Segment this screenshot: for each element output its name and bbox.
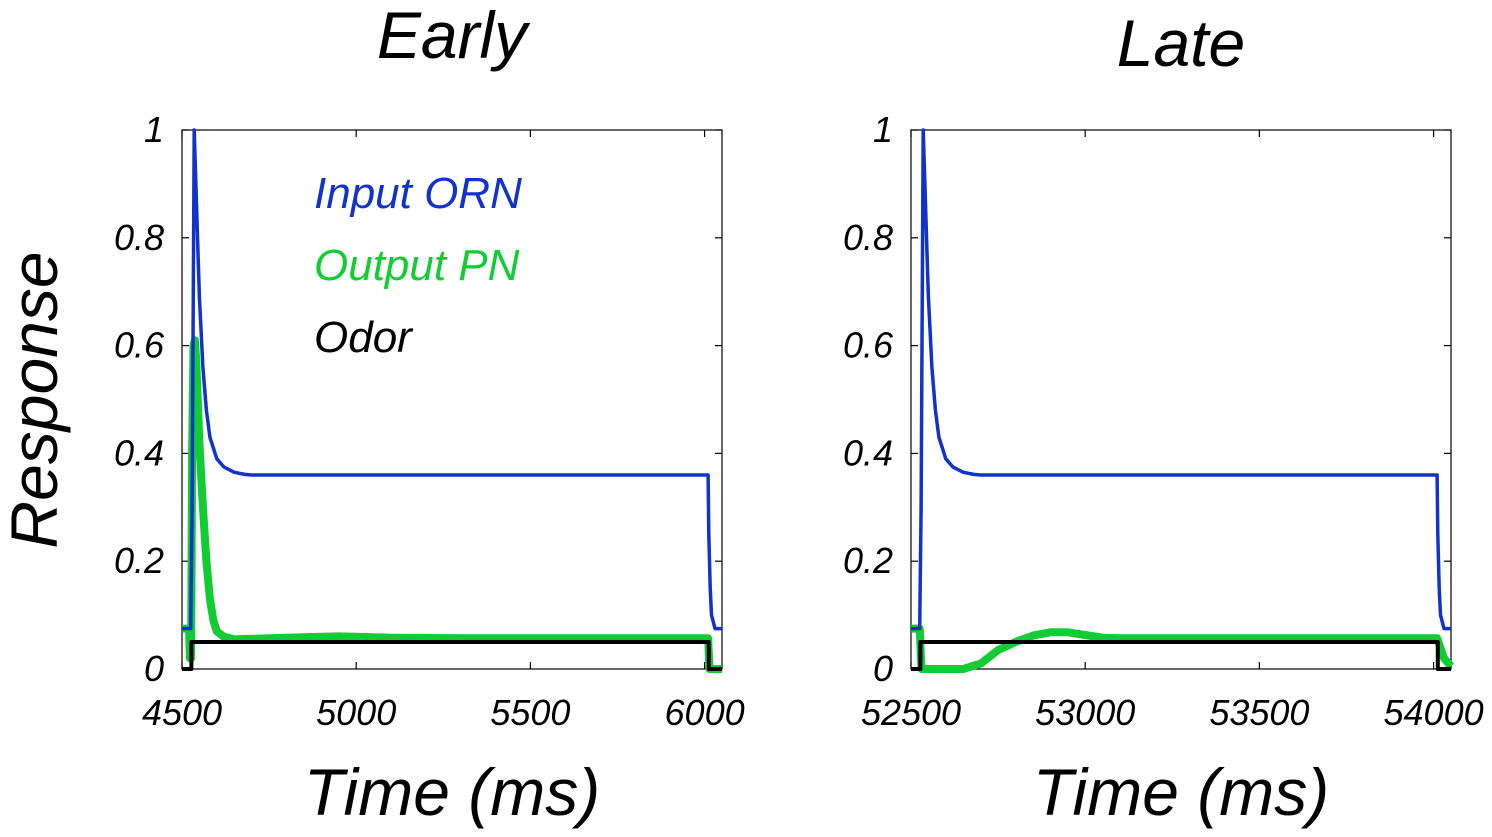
x-tick-label: 5000 xyxy=(316,692,396,733)
series-line-output-pn xyxy=(911,624,1455,673)
x-tick-label: 54000 xyxy=(1384,692,1484,733)
plot-frame xyxy=(910,129,1452,670)
x-tick-label: 4500 xyxy=(142,692,222,733)
y-tick-label: 0.2 xyxy=(114,540,164,581)
series-line-input-orn xyxy=(182,128,722,631)
x-axis-title: Time (ms) xyxy=(304,755,600,829)
panel-title: Early xyxy=(377,0,531,72)
series-line-input-orn xyxy=(911,128,1451,631)
series-line-odor xyxy=(911,640,1451,671)
y-tick-label: 0.4 xyxy=(114,432,164,473)
x-axis-title: Time (ms) xyxy=(1033,755,1329,829)
panel-early: 0 0.2 0.4 0.6 0.8 1 4500 5000 5500 6000 Early Time … xyxy=(0,0,745,829)
x-tick-label: 53000 xyxy=(1035,692,1135,733)
y-tick-label: 0 xyxy=(144,648,164,689)
y-tick-label: 1 xyxy=(144,109,164,150)
x-tick-label: 53500 xyxy=(1209,692,1309,733)
x-tick-label: 5500 xyxy=(490,692,570,733)
panel-late: 0 0.2 0.4 0.6 0.8 1 52500 53000 53500 54000 Late Ti… xyxy=(843,6,1484,829)
legend-entry-odor: Odor xyxy=(314,313,414,362)
y-tick-label: 0.8 xyxy=(843,217,893,258)
y-tick-label: 1 xyxy=(873,109,893,150)
plot-frame xyxy=(181,129,723,670)
y-tick-label: 0.2 xyxy=(843,540,893,581)
y-tick-label: 0.6 xyxy=(843,325,894,366)
series-line-odor xyxy=(182,640,722,671)
panel-title: Late xyxy=(1117,6,1245,80)
x-tick-label: 6000 xyxy=(665,692,745,733)
y-axis-title: Response xyxy=(0,251,71,548)
y-tick-label: 0.8 xyxy=(114,217,164,258)
y-tick-label: 0 xyxy=(873,648,893,689)
legend-entry-output-pn: Output PN xyxy=(314,241,520,290)
y-tick-label: 0.4 xyxy=(843,432,893,473)
y-tick-label: 0.6 xyxy=(114,325,165,366)
series-line-output-pn xyxy=(182,336,722,673)
x-tick-label: 52500 xyxy=(861,692,961,733)
legend-entry-input-orn: Input ORN xyxy=(314,169,522,218)
